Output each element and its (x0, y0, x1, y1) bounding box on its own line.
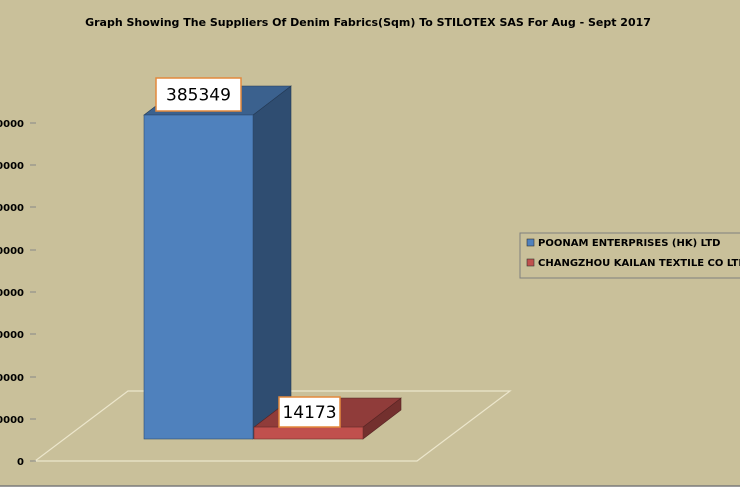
y-tick-label: 400000 (0, 119, 24, 130)
y-tick-label: 350000 (0, 161, 24, 172)
y-tick-label: 0 (17, 457, 24, 468)
bar-front-face (253, 426, 364, 440)
y-tick-label: 50000 (0, 415, 24, 426)
y-axis: 0 50000 100000 150000 200000 250000 300000 3500… (0, 119, 36, 468)
y-tick-label: 100000 (0, 373, 24, 384)
y-tick-label: 300000 (0, 203, 24, 214)
data-label-box (155, 77, 242, 112)
bar-1 (143, 85, 292, 440)
data-label-2: 14173 (278, 396, 341, 428)
y-tick-label: 250000 (0, 246, 24, 257)
y-tick-label: 200000 (0, 288, 24, 299)
y-tick-label: 150000 (0, 330, 24, 341)
data-label-box (278, 396, 341, 428)
bar-side-face (252, 85, 292, 440)
floor-plane (33, 390, 512, 462)
legend-label: POONAM ENTERPRISES (HK) LTD (538, 238, 720, 249)
legend-box (519, 232, 740, 279)
bar-front-face (143, 114, 254, 440)
legend-swatch (526, 238, 535, 247)
data-label-text: 385349 (166, 86, 231, 106)
data-label-text: 14173 (282, 403, 336, 423)
data-labels: 385349 14173 (155, 77, 341, 428)
chart-floor (33, 390, 512, 462)
legend-label: CHANGZHOU KAILAN TEXTILE CO LTD (538, 258, 740, 269)
chart-title: Graph Showing The Suppliers Of Denim Fab… (85, 16, 651, 29)
legend: POONAM ENTERPRISES (HK) LTD CHANGZHOU KAI… (519, 232, 740, 279)
data-label-1: 385349 (155, 77, 242, 112)
legend-swatch (526, 258, 535, 267)
